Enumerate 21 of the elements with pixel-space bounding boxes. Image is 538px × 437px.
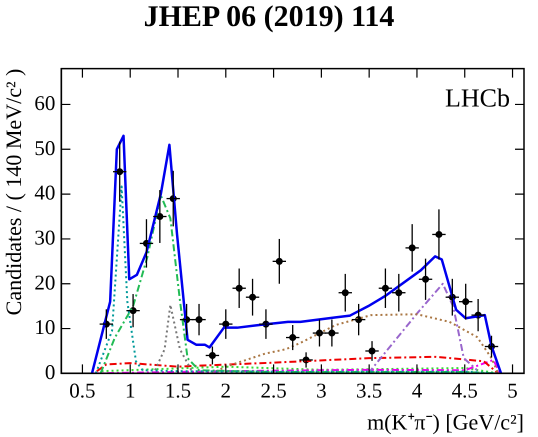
x-tick-label: 4.5 (452, 378, 478, 403)
y-axis-title: Candidates / ( 140 MeV/c² ) (0, 68, 26, 316)
x-tick-label: 2 (220, 378, 232, 403)
x-tick-label: 3.5 (356, 378, 382, 403)
x-axis-title: m(K⁺π⁻) [GeV/c²] (367, 410, 524, 435)
x-tick-label: 3 (316, 378, 327, 403)
x-tick-label: 1.5 (164, 378, 192, 403)
x-tick-label: 5 (507, 378, 518, 403)
y-tick-label: 10 (34, 315, 56, 340)
x-tick-label: 2.5 (260, 378, 287, 403)
y-tick-label: 20 (34, 270, 56, 294)
y-tick-label: 60 (34, 90, 56, 115)
x-tick-label: 4 (412, 378, 423, 403)
chart-title: JHEP 06 (2019) 114 (142, 0, 396, 35)
y-tick-label: 50 (34, 136, 56, 160)
x-tick-label: 1 (124, 378, 136, 403)
annotation: LHCb (445, 83, 510, 112)
y-tick-label: 30 (34, 225, 56, 250)
y-tick-label: 0 (44, 360, 56, 384)
x-tick-label: 0.5 (69, 378, 96, 403)
y-tick-label: 40 (34, 180, 56, 205)
